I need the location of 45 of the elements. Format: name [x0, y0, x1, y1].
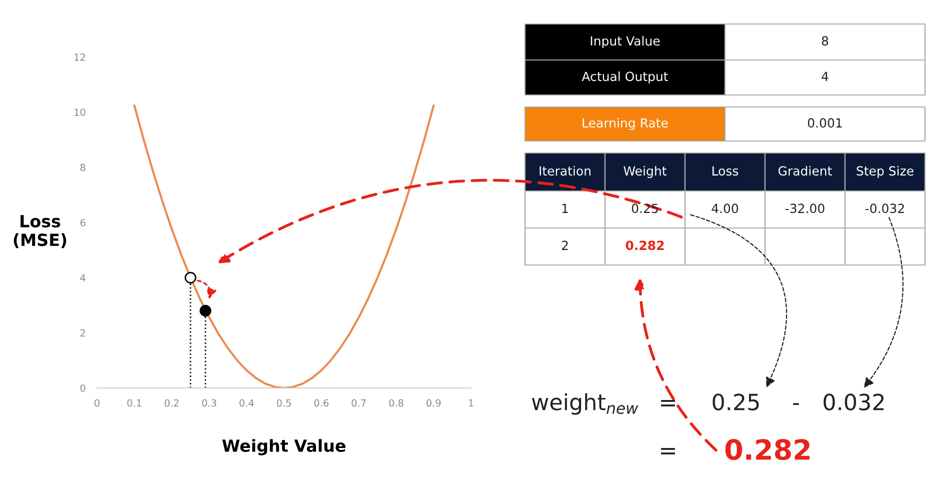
text: weight$_{new}$	[532, 393, 638, 415]
text: 0.282	[626, 240, 664, 250]
text: 4	[822, 72, 828, 81]
x-axis-title: Weight Value	[222, 439, 346, 456]
text: 0.282	[725, 439, 810, 460]
text: - 0.032	[793, 394, 884, 410]
y-tick-label: 6	[80, 218, 86, 226]
text: 2	[562, 240, 568, 250]
x-tick-label: 0.9	[426, 399, 441, 407]
text: 8	[822, 36, 828, 46]
line-series	[133, 104, 435, 388]
text: 0.25	[632, 204, 658, 214]
text: Weight	[624, 166, 666, 178]
y-tick-label: 10	[74, 108, 86, 116]
x-tick-label: 0.6	[314, 399, 329, 407]
text: Step Size	[856, 166, 914, 178]
text: -0.032	[865, 204, 904, 214]
x-tick-label: 0.3	[202, 399, 216, 407]
x-tick-label: 0.4	[240, 399, 254, 407]
text: Gradient	[778, 166, 832, 176]
text: =	[661, 448, 675, 454]
text: 1	[562, 204, 568, 213]
text: Loss	[712, 166, 738, 176]
text: Iteration	[540, 166, 590, 176]
x-tick-label: 0.8	[389, 399, 404, 407]
y-tick-label: 4	[80, 274, 86, 282]
text: 4.00	[712, 204, 738, 214]
text: Learning Rate	[582, 118, 668, 130]
text: 0.001	[808, 118, 842, 128]
x-tick-label: 1	[468, 399, 474, 406]
y-tick-label: 12	[74, 53, 85, 61]
text: Actual Output	[582, 71, 668, 84]
y-tick-label: 2	[80, 329, 85, 337]
x-tick-label: 0.7	[352, 399, 366, 407]
x-tick-label: 0	[94, 399, 100, 407]
y-axis-title: Loss (MSE)	[14, 215, 66, 248]
y-tick-label: 8	[80, 164, 86, 172]
x-tick-label: 0.2	[164, 399, 179, 407]
y-tick-label: 0	[80, 384, 86, 392]
text: Input Value	[590, 36, 660, 48]
x-tick-label: 0.5	[276, 399, 291, 407]
text: =	[661, 400, 675, 406]
x-tick-label: 0.1	[127, 399, 142, 407]
text: -32.00	[785, 204, 824, 214]
text: 0.25	[712, 394, 759, 410]
